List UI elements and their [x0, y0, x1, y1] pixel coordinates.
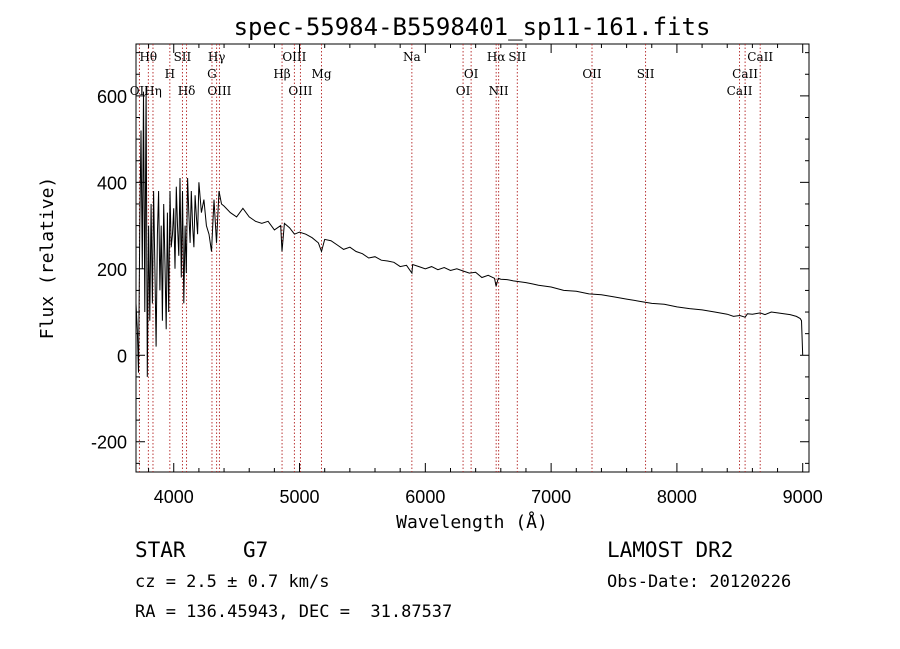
obs-date: Obs-Date: 20120226 — [607, 572, 792, 592]
line-marker-label-15: OI — [456, 84, 471, 98]
line-marker-labels: HθOIIHηSIIHHδHγGOIIIOIIIHβOIIIMgNaOIOIHα… — [130, 50, 774, 98]
line-marker-label-23: CaII — [727, 84, 753, 98]
line-marker-label-22: CaII — [732, 67, 758, 81]
line-marker-label-13: Na — [403, 50, 421, 64]
line-marker-label-5: Hδ — [178, 84, 196, 98]
x-axis-label: Wavelength (Å) — [396, 511, 548, 533]
line-marker-label-16: Hα — [487, 50, 506, 64]
y-tick-label-2: 200 — [97, 260, 127, 280]
object-subclass: G7 — [243, 538, 269, 562]
line-marker-label-12: Mg — [312, 67, 332, 81]
x-tick-label-2: 6000 — [405, 487, 445, 507]
line-marker-label-20: SII — [637, 67, 655, 81]
line-marker-label-9: OIII — [282, 50, 306, 64]
plot-frame — [135, 43, 810, 473]
line-marker-label-4: H — [165, 67, 175, 81]
ra-dec: RA = 136.45943, DEC = 31.87537 — [135, 602, 453, 622]
y-tick-label-3: 400 — [97, 173, 127, 193]
line-marker-label-19: OII — [582, 67, 602, 81]
object-class: STAR — [135, 538, 186, 562]
y-axis-label: Flux (relative) — [37, 177, 58, 340]
line-marker-label-18: NII — [489, 84, 509, 98]
survey-name: LAMOST DR2 — [607, 538, 734, 562]
line-marker-label-3: SII — [174, 50, 192, 64]
line-markers — [138, 44, 761, 472]
line-marker-label-10: Hβ — [273, 67, 290, 81]
line-marker-label-14: OI — [464, 67, 479, 81]
y-tick-label-0: -200 — [91, 433, 127, 453]
chart-title: spec-55984-B5598401_sp11-161.fits — [234, 13, 711, 41]
line-marker-label-7: G — [207, 67, 217, 81]
line-marker-label-1: OII — [130, 84, 150, 98]
line-marker-label-17: SII — [508, 50, 526, 64]
axis-tick-labels: 4000 5000 6000 7000 8000 9000 -200 0 200 400 600 — [91, 87, 823, 507]
flux-series-line — [135, 87, 804, 377]
x-tick-label-3: 7000 — [531, 487, 571, 507]
line-marker-label-0: Hθ — [139, 50, 157, 64]
x-tick-label-0: 4000 — [154, 487, 194, 507]
x-tick-label-4: 8000 — [657, 487, 697, 507]
redshift-cz: cz = 2.5 ± 0.7 km/s — [135, 572, 330, 592]
line-marker-label-6: Hγ — [208, 50, 226, 64]
y-tick-label-1: 0 — [117, 346, 127, 366]
x-tick-label-5: 9000 — [783, 487, 823, 507]
line-marker-label-2: Hη — [144, 84, 162, 98]
line-marker-label-11: OIII — [288, 84, 312, 98]
y-tick-label-4: 600 — [97, 87, 127, 107]
line-marker-label-21: CaII — [747, 50, 773, 64]
x-tick-label-1: 5000 — [280, 487, 320, 507]
line-marker-label-8: OIII — [207, 84, 231, 98]
axis-ticks — [136, 44, 809, 472]
